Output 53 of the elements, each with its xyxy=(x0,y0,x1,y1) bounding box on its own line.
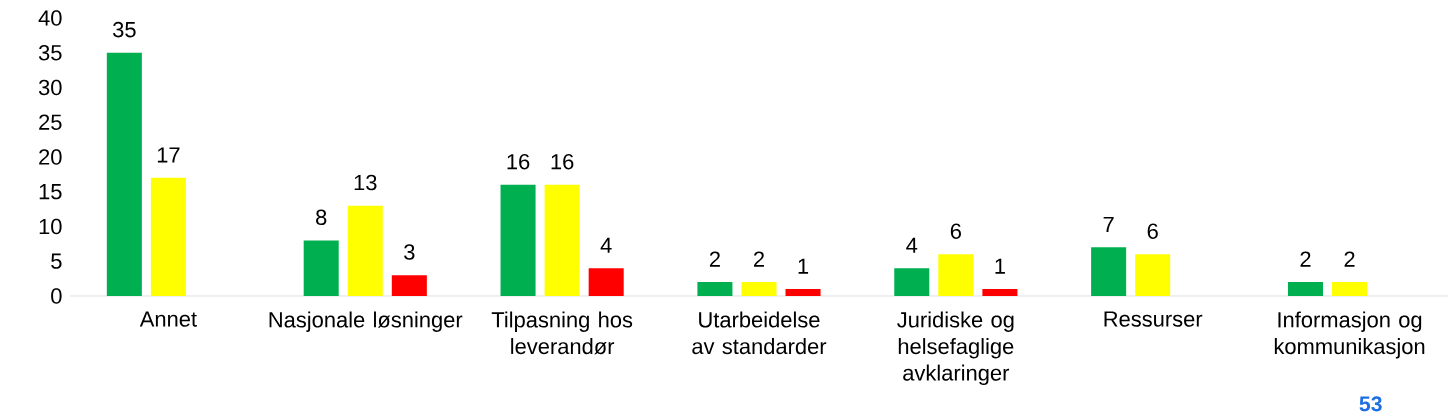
x-tick-label: Tilpasning hos leverandør xyxy=(491,311,633,355)
x-tick-label: Annet xyxy=(139,311,197,327)
x-tick-label: Ressurser xyxy=(1104,311,1203,327)
data-label: 35 xyxy=(112,21,136,38)
y-tick-label: 40 xyxy=(38,10,62,26)
data-label: 13 xyxy=(354,174,377,191)
bar xyxy=(303,240,339,296)
data-label: 2 xyxy=(753,251,764,267)
bar xyxy=(500,184,536,296)
data-label: 2 xyxy=(1344,251,1355,267)
bar xyxy=(785,289,821,296)
data-label: 16 xyxy=(507,153,530,170)
data-label: 6 xyxy=(1147,223,1158,239)
bar xyxy=(150,177,186,296)
bar xyxy=(1332,282,1368,296)
bar xyxy=(588,268,624,296)
y-tick-label: 10 xyxy=(39,218,62,235)
data-label: 8 xyxy=(316,209,327,226)
x-tick-label: Juridiske og helsefaglige avklaringer xyxy=(897,311,1014,386)
x-tick-label: Informasjon og kommunikasjon xyxy=(1274,311,1425,359)
data-label: 16 xyxy=(551,153,574,170)
data-label: 1 xyxy=(798,258,809,274)
bar xyxy=(741,282,777,296)
y-tick-label: 20 xyxy=(39,149,62,165)
x-tick-label: Nasjonale løsninger xyxy=(269,311,463,332)
bar xyxy=(1287,282,1323,296)
text: 53 xyxy=(1359,396,1382,412)
data-label: 2 xyxy=(1300,251,1311,267)
data-label: 2 xyxy=(709,251,720,267)
bar xyxy=(697,282,733,296)
x-tick-label: Utarbeidelse av standarder xyxy=(692,311,827,355)
data-label: 17 xyxy=(157,147,180,163)
y-tick-label: 5 xyxy=(51,253,62,269)
bar xyxy=(938,254,974,296)
y-tick-label: 15 xyxy=(39,184,62,200)
data-label: 7 xyxy=(1103,216,1114,233)
y-tick-label: 35 xyxy=(38,44,62,61)
bar xyxy=(106,52,142,296)
data-label: 4 xyxy=(600,237,612,253)
y-tick-label: 30 xyxy=(38,79,62,96)
bar xyxy=(982,289,1018,296)
data-label: 1 xyxy=(995,258,1005,274)
bar xyxy=(391,275,427,296)
bar xyxy=(1091,247,1127,296)
data-label: 4 xyxy=(906,237,918,253)
bar xyxy=(894,268,930,296)
bar xyxy=(1135,254,1171,296)
y-tick-label: 25 xyxy=(39,114,62,130)
y-tick-label: 0 xyxy=(51,288,62,304)
data-label: 3 xyxy=(404,244,415,260)
bar xyxy=(347,205,383,296)
bar xyxy=(544,184,580,296)
data-label: 6 xyxy=(950,223,961,239)
